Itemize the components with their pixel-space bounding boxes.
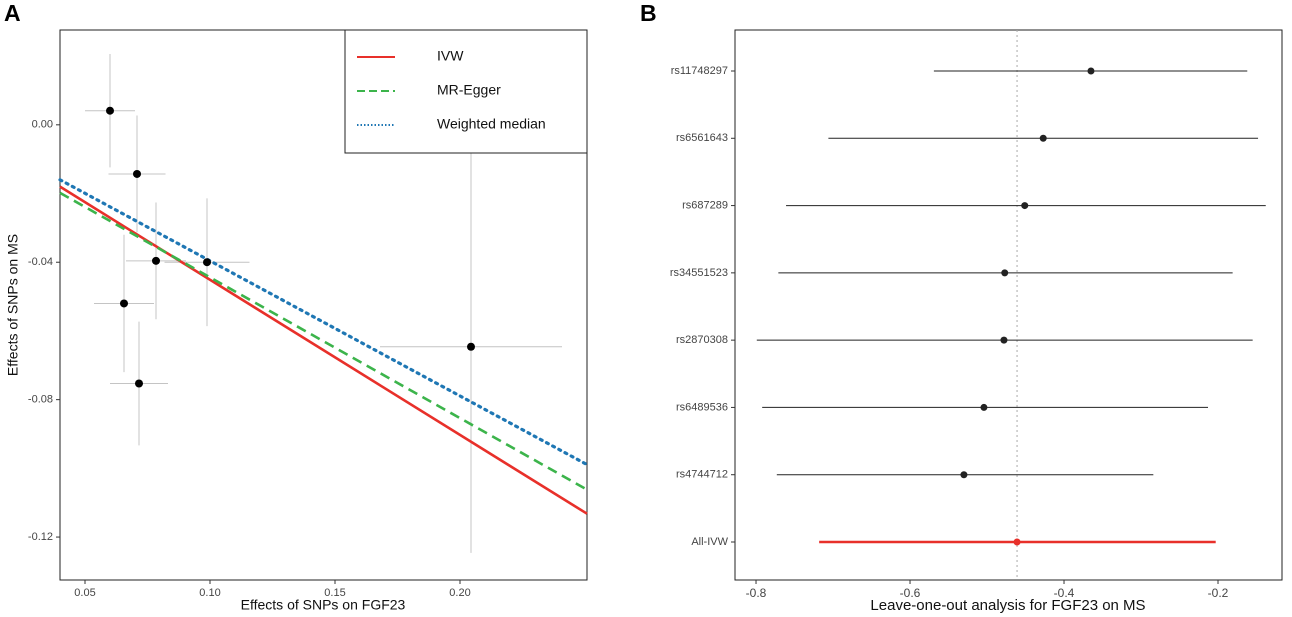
y-tick-label: rs2870308 <box>676 334 728 346</box>
x-tick-label: -0.6 <box>900 586 921 600</box>
x-tick-label: 0.10 <box>199 587 220 599</box>
panel-letter: A <box>4 0 21 26</box>
point <box>133 169 141 178</box>
y-tick-label: rs4744712 <box>676 469 728 481</box>
y-tick-label: rs6561643 <box>676 132 728 144</box>
estimate <box>980 403 988 411</box>
legend-label: IVW <box>437 48 464 64</box>
fit-line <box>58 178 589 467</box>
estimate <box>1039 134 1047 142</box>
x-axis-label: Effects of SNPs on FGF23 <box>241 597 406 613</box>
y-tick-label: rs687289 <box>682 199 728 211</box>
x-tick-label: 0.05 <box>74 587 95 599</box>
point <box>203 258 211 267</box>
legend-label: Weighted median <box>437 116 546 132</box>
x-tick-label: 0.20 <box>449 587 470 599</box>
x-tick-label: -0.4 <box>1054 586 1075 600</box>
y-tick-label: -0.12 <box>28 531 53 543</box>
y-tick-label: 0.00 <box>32 119 53 131</box>
x-tick-label: -0.2 <box>1208 586 1229 600</box>
fit-line <box>59 191 588 491</box>
y-tick-label: rs34551523 <box>670 267 728 279</box>
y-tick-label: All-IVW <box>691 536 728 548</box>
x-tick-label: -0.8 <box>746 586 767 600</box>
estimate <box>1013 538 1021 546</box>
point <box>467 342 475 351</box>
estimate <box>1000 336 1008 344</box>
point <box>152 256 160 265</box>
y-tick-label: -0.04 <box>28 256 53 268</box>
estimate <box>1021 202 1029 210</box>
x-tick-label: 0.15 <box>324 587 345 599</box>
y-tick-label: rs6489536 <box>676 401 728 413</box>
estimate <box>960 471 968 479</box>
x-axis-label: Leave-one-out analysis for FGF23 on MS <box>870 597 1145 614</box>
panel-b-frame <box>734 29 1283 581</box>
estimate <box>1001 269 1009 277</box>
point <box>106 106 114 115</box>
legend-label: MR-Egger <box>437 82 501 98</box>
y-tick-label: rs11748297 <box>671 65 728 77</box>
panel-a-frame <box>59 29 588 581</box>
panel-letter: B <box>640 0 657 26</box>
point <box>135 379 143 388</box>
estimate <box>1087 67 1095 75</box>
point <box>120 299 128 308</box>
y-axis-label: Effects of SNPs on MS <box>5 234 21 376</box>
y-tick-label: -0.08 <box>28 394 53 406</box>
